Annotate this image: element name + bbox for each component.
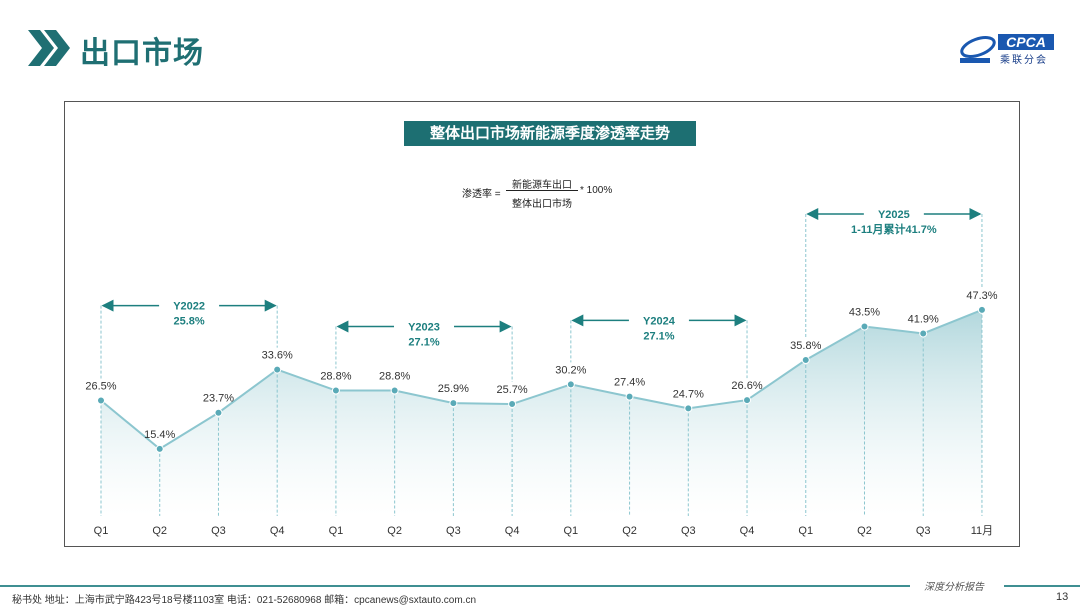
annotation-value: 27.1% — [643, 330, 674, 342]
x-tick-label: Q2 — [622, 525, 637, 537]
data-point — [860, 322, 869, 331]
data-label: 33.6% — [262, 350, 293, 362]
data-label: 28.8% — [320, 371, 351, 383]
footer-divider-right — [1004, 585, 1080, 587]
data-point — [97, 396, 105, 405]
data-point — [743, 396, 752, 405]
data-label: 27.4% — [614, 377, 645, 389]
x-tick-label: Q2 — [152, 525, 167, 537]
x-tick-label: Q3 — [681, 525, 696, 537]
data-label: 26.6% — [731, 380, 762, 392]
data-point — [390, 386, 399, 395]
x-tick-label: Q1 — [798, 525, 813, 537]
data-point — [566, 380, 575, 389]
data-label: 47.3% — [966, 290, 997, 302]
footer-tag: 深度分析报告 — [924, 582, 984, 593]
page-title: 出口市场 — [80, 37, 204, 70]
page-number: 13 — [1056, 591, 1069, 603]
data-point — [508, 400, 517, 409]
data-label: 25.9% — [438, 383, 469, 395]
x-tick-label: Q3 — [916, 525, 931, 537]
annotation-value: 27.1% — [408, 337, 439, 349]
data-point — [919, 329, 928, 338]
x-tick-label: Q1 — [563, 525, 578, 537]
data-point — [625, 392, 634, 401]
data-label: 15.4% — [144, 429, 175, 441]
annotation-year: Y2022 — [173, 301, 205, 313]
logo-sub: 乘联分会 — [1000, 55, 1048, 66]
data-label: 23.7% — [203, 393, 234, 405]
data-point — [977, 305, 986, 314]
data-point — [801, 356, 810, 365]
x-tick-label: Q2 — [387, 525, 402, 537]
data-label: 43.5% — [849, 306, 880, 318]
logo-mark-icon — [960, 35, 996, 63]
formula-denominator: 整体出口市场 — [512, 199, 572, 210]
data-point — [331, 386, 340, 395]
area-fill — [101, 309, 982, 516]
annotation-value: 25.8% — [173, 316, 204, 328]
formula-divider — [506, 190, 578, 191]
data-point — [214, 408, 223, 417]
data-label: 25.7% — [497, 384, 528, 396]
x-tick-label: Q4 — [270, 525, 285, 537]
x-tick-label: Q4 — [505, 525, 520, 537]
data-label: 30.2% — [555, 364, 586, 376]
data-label: 26.5% — [85, 381, 116, 393]
data-label: 24.7% — [673, 388, 704, 400]
x-tick-label: Q1 — [94, 525, 109, 537]
data-point — [449, 399, 458, 408]
series-line — [100, 308, 983, 451]
x-tick-label: Q4 — [740, 525, 755, 537]
x-tick-label: Q2 — [857, 525, 872, 537]
data-point — [273, 365, 282, 374]
footer-divider — [0, 585, 910, 587]
footer-address: 秘书处 地址：上海市武宁路423号18号楼1103室 电话：021-526809… — [12, 595, 477, 606]
cpca-logo: CPCA 乘联分会 — [958, 32, 1058, 66]
x-tick-label: 11月 — [971, 525, 993, 537]
formula-lhs: 渗透率 = — [462, 189, 501, 200]
annotation-year: Y2023 — [408, 322, 440, 334]
x-tick-label: Q3 — [446, 525, 461, 537]
data-label: 41.9% — [908, 313, 939, 325]
chevron-icon — [28, 30, 70, 66]
data-point — [684, 404, 693, 413]
chart-title: 整体出口市场新能源季度渗透率走势 — [404, 121, 696, 146]
annotation-year: Y2025 — [878, 209, 910, 221]
annotation-value: 1-11月累计41.7% — [851, 222, 937, 236]
logo-text: CPCA — [998, 34, 1054, 50]
formula-rhs: * 100% — [580, 185, 613, 196]
annotation-year: Y2024 — [643, 315, 676, 327]
x-tick-label: Q1 — [329, 525, 344, 537]
x-tick-label: Q3 — [211, 525, 226, 537]
data-label: 35.8% — [790, 340, 821, 352]
data-point — [155, 444, 164, 453]
formula-numerator: 新能源车出口 — [512, 180, 572, 191]
data-label: 28.8% — [379, 371, 410, 383]
